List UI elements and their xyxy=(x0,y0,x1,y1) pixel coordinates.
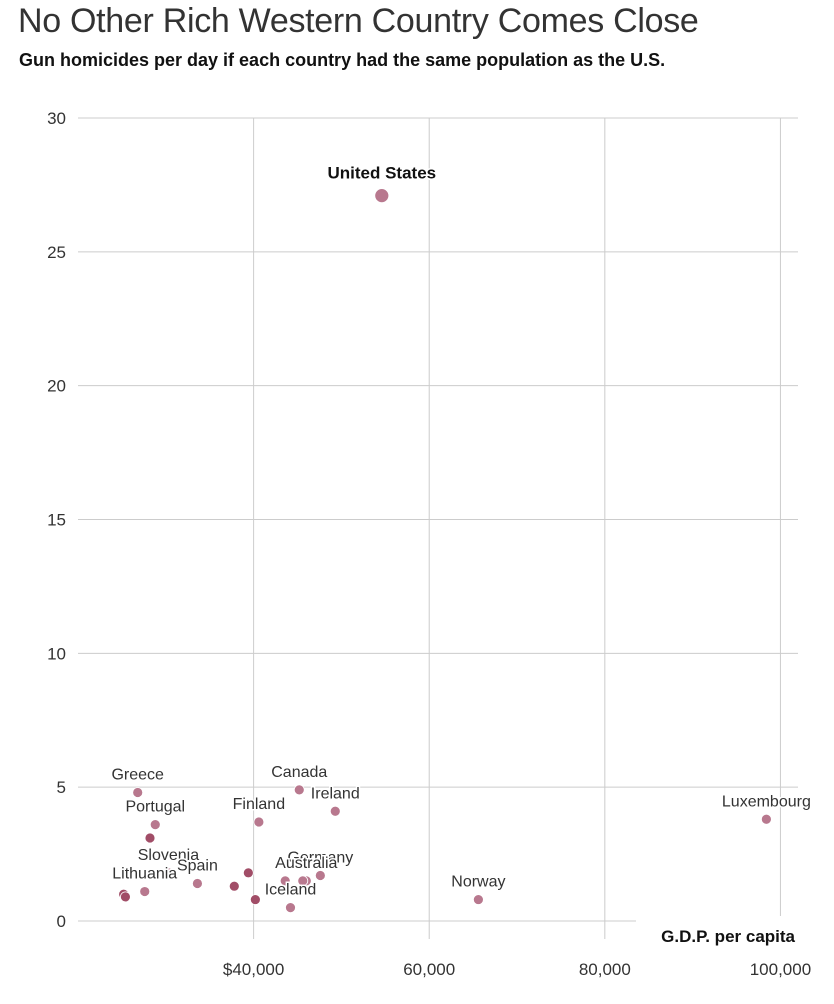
data-point xyxy=(139,886,151,897)
data-points xyxy=(118,188,772,914)
grid-lines xyxy=(78,117,798,939)
point-label: Greece xyxy=(111,767,164,784)
data-point xyxy=(374,188,390,204)
data-point xyxy=(329,805,341,817)
y-tick-label: 0 xyxy=(57,912,66,931)
data-point xyxy=(285,902,296,914)
data-point xyxy=(253,816,265,828)
x-tick-label: $40,000 xyxy=(223,960,284,979)
data-point xyxy=(472,894,484,905)
data-point xyxy=(228,880,240,892)
data-point xyxy=(120,891,131,903)
data-point xyxy=(249,894,261,905)
x-tick-label: 80,000 xyxy=(579,960,631,979)
data-point xyxy=(132,787,144,798)
y-tick-label: 10 xyxy=(47,644,66,663)
point-label: United States xyxy=(327,164,436,183)
point-label: Canada xyxy=(271,764,327,781)
x-tick-label: 100,000 xyxy=(750,960,811,979)
point-label: Spain xyxy=(177,858,218,875)
y-axis-ticks: 0 5 10 15 20 25 30 xyxy=(47,109,66,931)
point-label: Slovenia xyxy=(138,847,199,864)
point-label: Germany xyxy=(287,849,353,866)
data-point xyxy=(760,813,772,825)
data-point xyxy=(149,819,161,831)
data-point xyxy=(144,832,156,844)
chart-subtitle: Gun homicides per day if each country ha… xyxy=(19,50,666,70)
x-tick-label: 60,000 xyxy=(403,960,455,979)
point-label: Lithuania xyxy=(112,866,177,883)
data-point xyxy=(163,867,174,879)
chart-title: No Other Rich Western Country Comes Clos… xyxy=(18,2,699,40)
point-label: Ireland xyxy=(311,785,360,802)
data-point xyxy=(192,878,203,889)
y-tick-label: 25 xyxy=(47,243,66,262)
point-label: Luxembourg xyxy=(722,793,811,810)
y-tick-label: 30 xyxy=(47,109,66,128)
point-label: Norway xyxy=(451,874,505,891)
y-tick-label: 15 xyxy=(47,511,66,530)
point-labels: United States Greece Portugal Canada Ireland… xyxy=(110,162,812,900)
point-label: Finland xyxy=(233,796,285,813)
point-label: Portugal xyxy=(125,799,185,816)
data-point xyxy=(242,867,254,879)
data-point xyxy=(279,875,291,887)
data-point xyxy=(297,875,309,887)
x-axis-title: G.D.P. per capita xyxy=(661,927,795,946)
data-point xyxy=(314,870,326,881)
y-tick-label: 5 xyxy=(57,778,66,797)
point-label: Australia xyxy=(275,855,337,872)
x-axis-ticks: $40,000 60,000 80,000 100,000 xyxy=(223,960,811,979)
x-axis-title-background xyxy=(636,916,802,950)
data-point xyxy=(293,784,305,796)
point-label: Iceland xyxy=(265,882,317,899)
y-tick-label: 20 xyxy=(47,377,66,396)
